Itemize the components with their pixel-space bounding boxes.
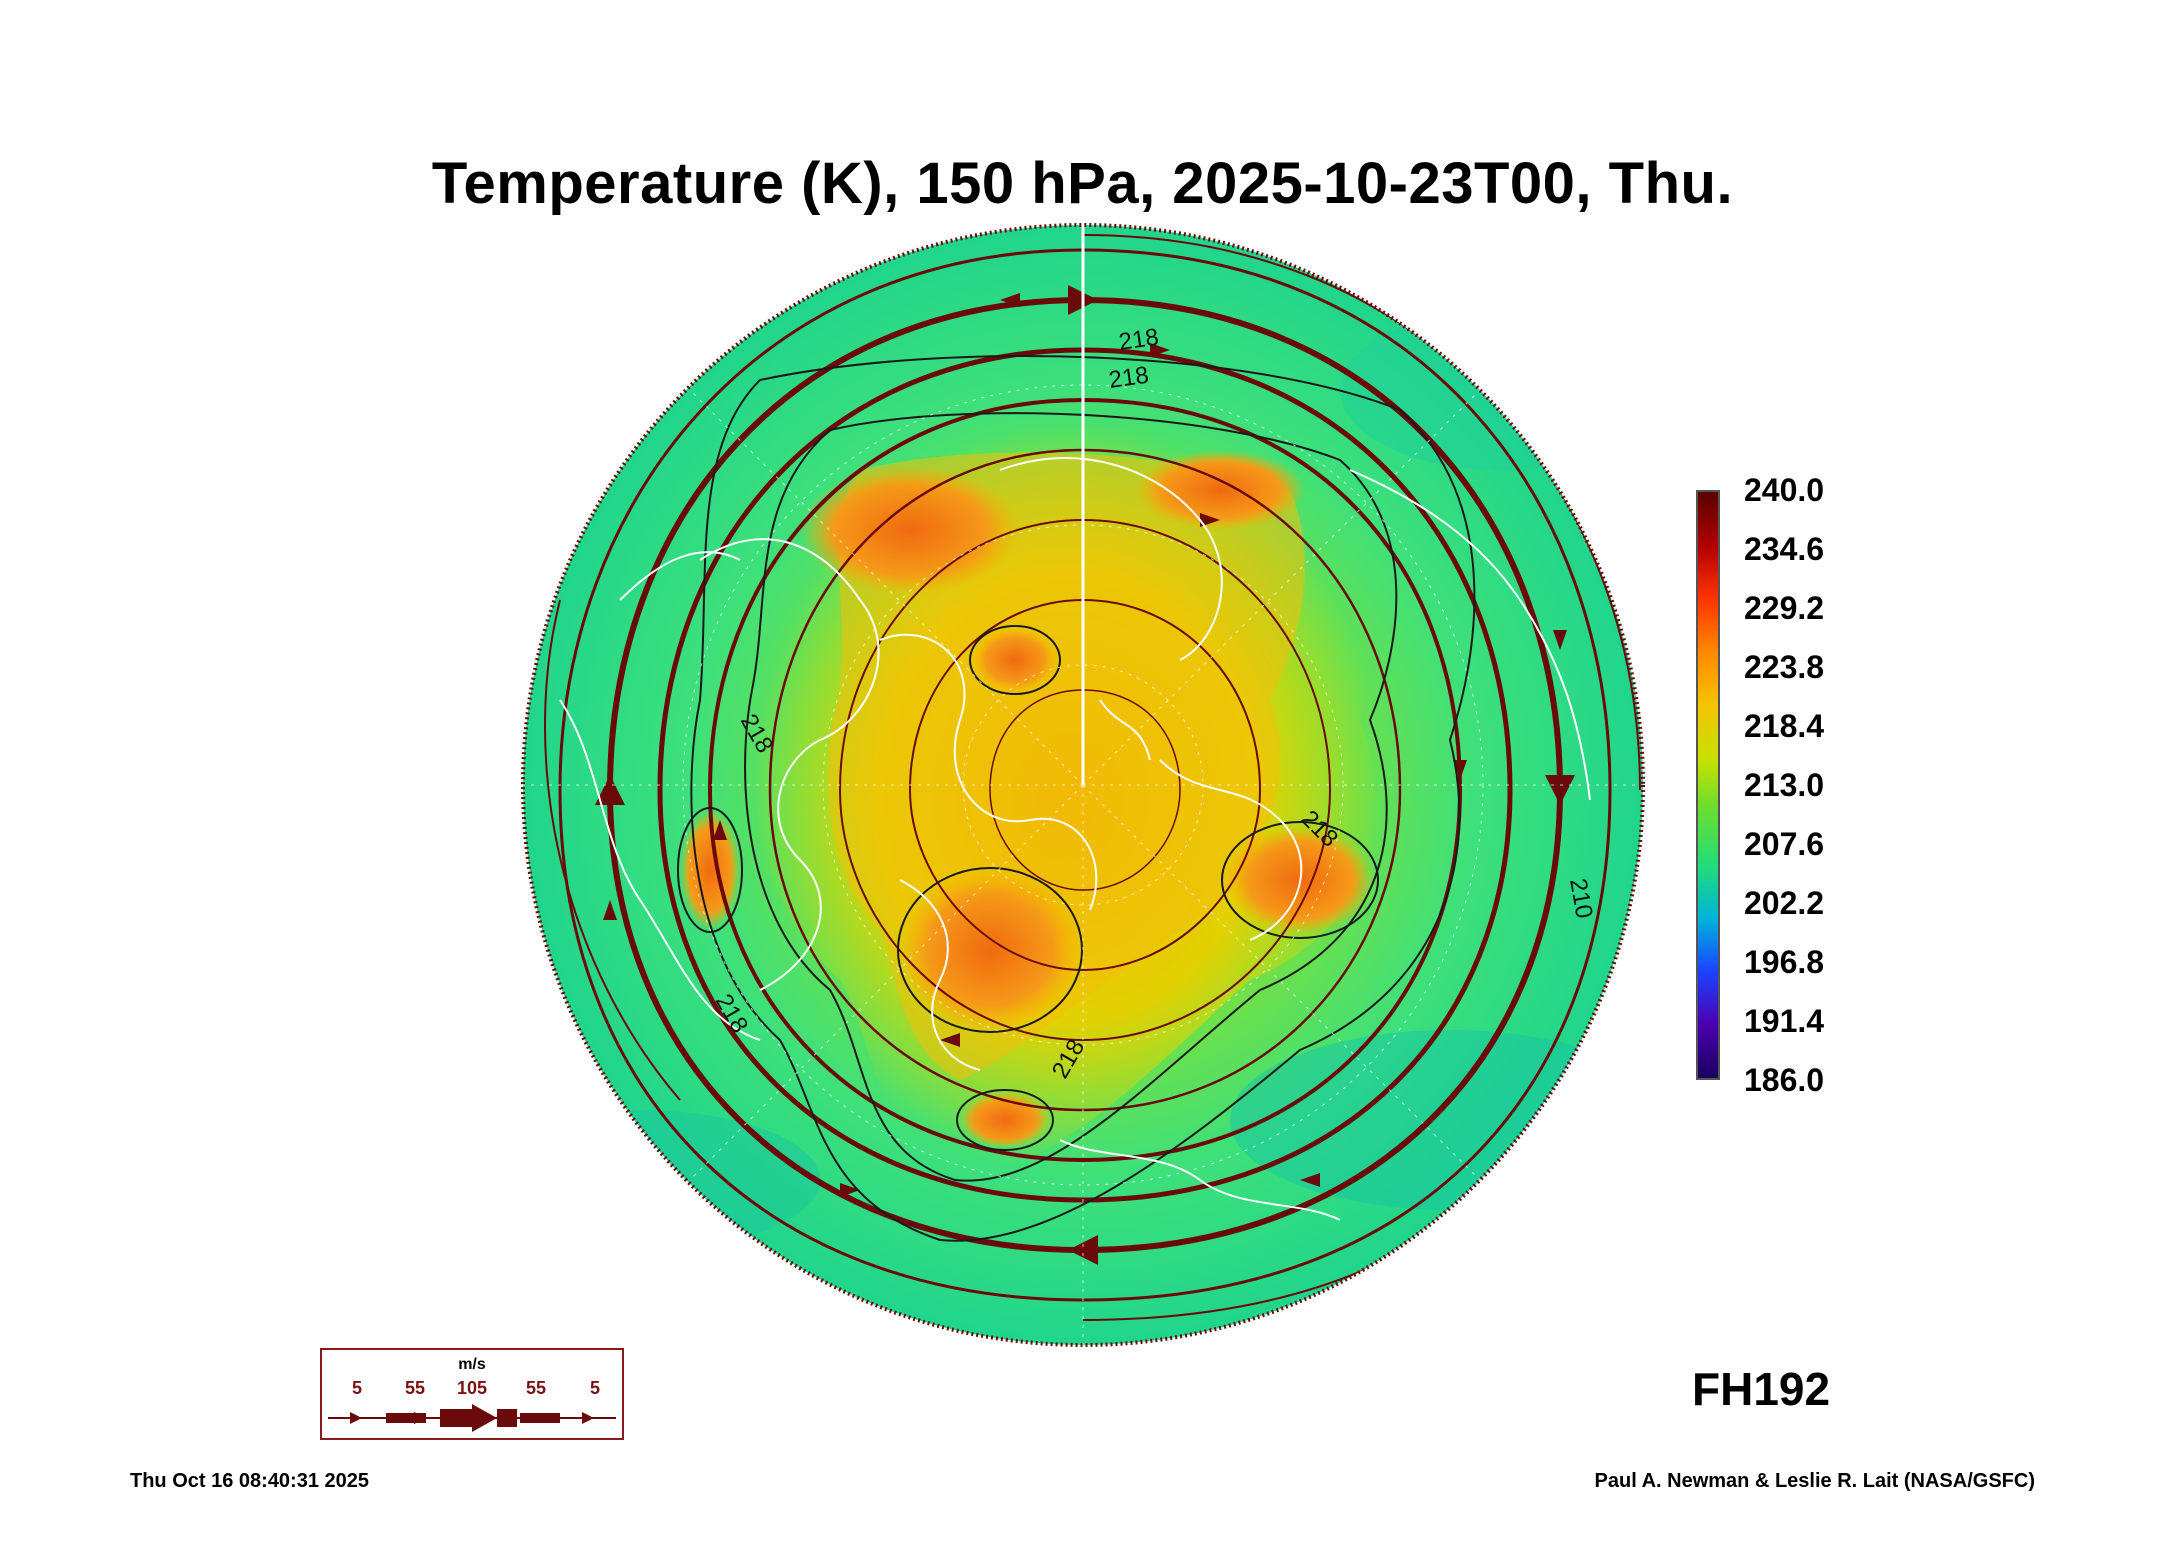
map-disk-content: [523, 225, 1643, 1345]
colorbar-labels: 240.0 234.6 229.2 223.8 218.4 213.0 207.…: [1744, 470, 1864, 1100]
wind-speed-legend: m/s 5 55 105 55 5: [320, 1348, 624, 1440]
colorbar-label: 191.4: [1744, 1003, 1825, 1039]
colorbar-label: 202.2: [1744, 885, 1825, 921]
contour-label: 218: [1117, 324, 1160, 356]
colorbar-label: 234.6: [1744, 531, 1825, 567]
credit: Paul A. Newman & Leslie R. Lait (NASA/GS…: [1594, 1470, 2035, 1492]
hot-spot: [800, 465, 1020, 595]
colorbar-label: 213.0: [1744, 767, 1825, 803]
contour-label: 218: [1107, 362, 1150, 394]
colorbar-label: 218.4: [1744, 708, 1825, 744]
colorbar-label: 240.0: [1744, 472, 1825, 508]
cool-patch: [1230, 1030, 1643, 1210]
temperature-contours: [677, 355, 1476, 1242]
hot-spot: [1135, 450, 1305, 530]
timestamp: Thu Oct 16 08:40:31 2025: [130, 1470, 370, 1492]
hot-spot: [973, 628, 1057, 692]
coastlines: [559, 457, 1591, 1221]
colorbar-label: 229.2: [1744, 590, 1825, 626]
map-rim: [521, 223, 1645, 1347]
wind-legend-arrows: [328, 1404, 616, 1432]
colorbar-label: 223.8: [1744, 649, 1825, 685]
cool-patch: [523, 1110, 820, 1250]
streamline-arrows: [603, 293, 1567, 1197]
colorbar-label: 196.8: [1744, 944, 1825, 980]
wind-legend-value: 55: [526, 1378, 547, 1398]
colorbar-label: 186.0: [1744, 1062, 1825, 1098]
wind-legend-value: 5: [590, 1378, 601, 1398]
colorbar-label: 207.6: [1744, 826, 1825, 862]
hot-spot: [900, 870, 1080, 1030]
forecast-hour: FH192: [1692, 1363, 1831, 1415]
map-title: Temperature (K), 150 hPa, 2025-10-23T00,…: [431, 151, 1734, 216]
wind-legend-value: 105: [457, 1378, 488, 1398]
wind-legend-unit: m/s: [458, 1356, 486, 1373]
wind-legend-value: 55: [405, 1378, 426, 1398]
colorbar: [1696, 490, 1720, 1080]
wind-legend-value: 5: [352, 1378, 363, 1398]
